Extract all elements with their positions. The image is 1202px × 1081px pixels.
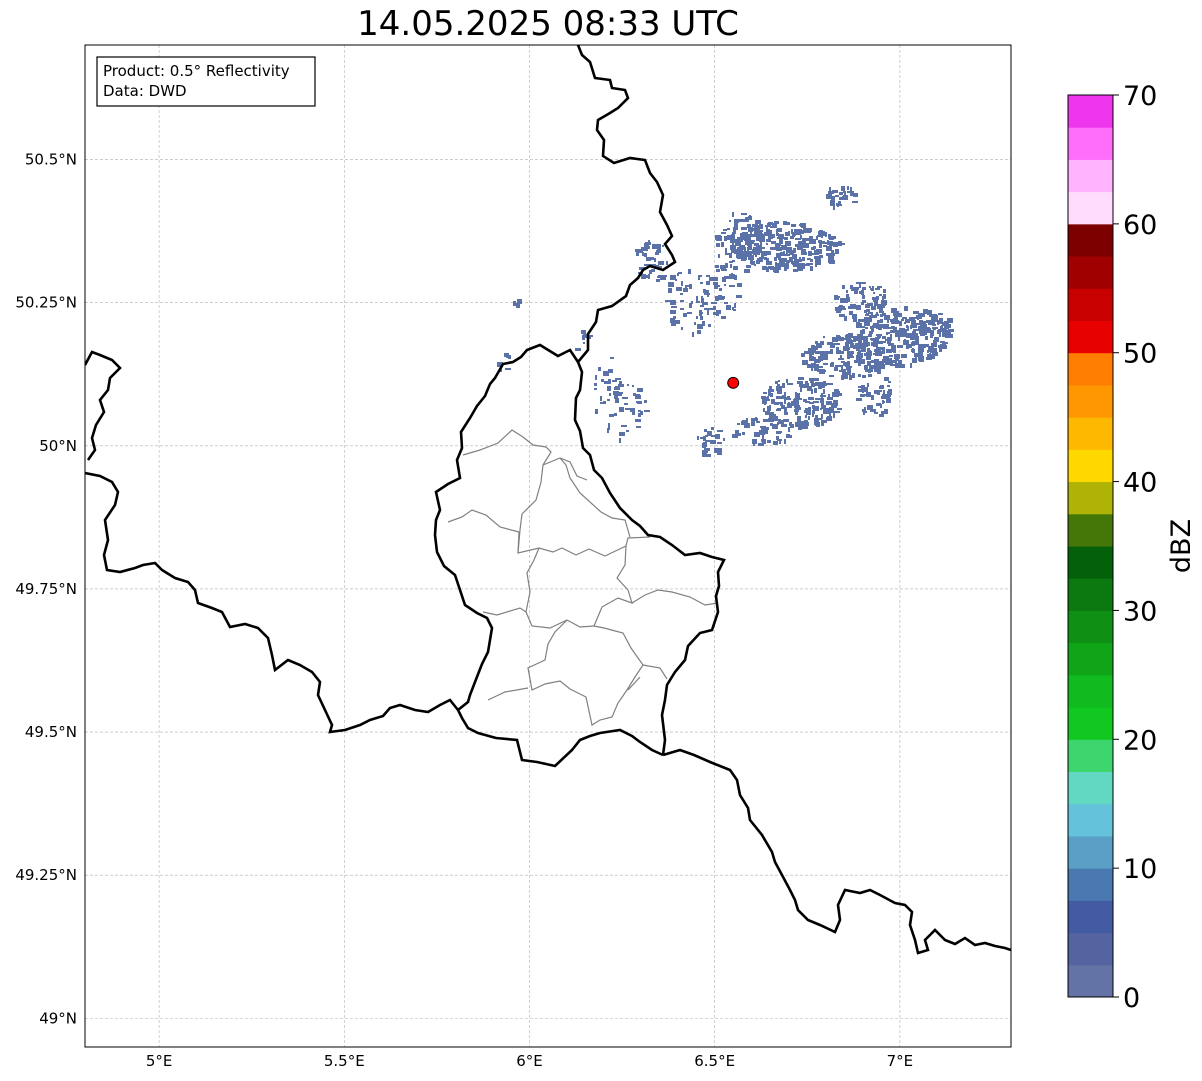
colorbar-segment xyxy=(1068,223,1113,257)
lon-tick-label: 5.5°E xyxy=(324,1052,365,1070)
admin-border-luxembourg-north xyxy=(462,429,552,554)
colorbar-frame xyxy=(1067,94,1114,998)
colorbar-segment xyxy=(1068,739,1113,772)
colorbar-segment xyxy=(1068,932,1113,966)
lon-tick-label: 7°E xyxy=(887,1052,914,1070)
colorbar-segment xyxy=(1068,449,1113,483)
colorbar-tick-label: 10 xyxy=(1123,854,1157,885)
longitude-tick-labels: 5°E 5.5°E 6°E 6.5°E 7°E xyxy=(146,1052,913,1070)
colorbar-tick-label: 0 xyxy=(1123,983,1140,1014)
lat-tick-label: 50.5°N xyxy=(25,151,77,169)
lat-tick-label: 50.25°N xyxy=(15,294,77,312)
map-frame xyxy=(84,44,1012,1048)
colorbar-tick-label: 70 xyxy=(1123,81,1157,112)
borders xyxy=(85,45,1011,955)
colorbar-segment xyxy=(1068,288,1113,321)
lon-tick-label: 6.5°E xyxy=(694,1052,735,1070)
colorbar-tick-label: 50 xyxy=(1123,339,1157,370)
gridlines xyxy=(85,45,1011,1047)
colorbar-segment xyxy=(1068,835,1113,869)
latitude-tick-labels: 50.5°N 50.25°N 50°N 49.75°N 49.5°N 49.25°N 49°… xyxy=(15,151,77,1028)
colorbar-segment xyxy=(1068,191,1113,225)
info-source: Data: DWD xyxy=(103,82,187,100)
lon-tick-label: 5°E xyxy=(146,1052,173,1070)
colorbar-ticks: 0 10 20 30 40 50 60 70 xyxy=(1113,81,1157,1014)
colorbar-segment xyxy=(1068,610,1113,644)
info-product: Product: 0.5° Reflectivity xyxy=(103,62,290,80)
admin-border-luxembourg-south xyxy=(482,607,644,726)
colorbar-segment xyxy=(1068,771,1113,805)
colorbar-segment xyxy=(1068,513,1113,547)
colorbar-segment xyxy=(1068,642,1113,676)
radar-echoes xyxy=(497,186,954,457)
lon-tick-label: 6°E xyxy=(516,1052,543,1070)
colorbar-segment xyxy=(1068,320,1113,354)
colorbar-segment xyxy=(1068,352,1113,386)
colorbar-segment xyxy=(1068,417,1113,450)
admin-border-luxembourg-mid xyxy=(542,457,588,481)
colorbar-segment xyxy=(1068,803,1113,837)
lat-tick-label: 49.25°N xyxy=(15,866,77,884)
admin-border-luxembourg-east xyxy=(525,545,633,629)
colorbar-segment xyxy=(1068,546,1113,579)
admin-border-luxembourg-center xyxy=(559,457,631,538)
colorbar-segments xyxy=(1068,95,1113,998)
colorbar-segment xyxy=(1068,256,1113,289)
colorbar-tick-label: 60 xyxy=(1123,210,1157,241)
colorbar-segment xyxy=(1068,481,1113,515)
colorbar-tick-label: 40 xyxy=(1123,468,1157,499)
border-belgium-france xyxy=(85,471,460,734)
colorbar-segment xyxy=(1068,127,1113,160)
colorbar: 0 10 20 30 40 50 60 70 dBZ xyxy=(1067,81,1197,1014)
colorbar-label: dBZ xyxy=(1166,519,1197,573)
info-box-frame xyxy=(96,56,316,107)
border-luxembourg-west xyxy=(433,343,664,768)
admin-border-luxembourg-west xyxy=(447,509,651,557)
colorbar-segment xyxy=(1068,674,1113,708)
colorbar-tick-label: 30 xyxy=(1123,596,1157,627)
colorbar-segment xyxy=(1068,964,1113,998)
colorbar-segment xyxy=(1068,868,1113,901)
border-west-coast-segment xyxy=(85,350,122,461)
lat-tick-label: 50°N xyxy=(39,437,77,455)
colorbar-segment xyxy=(1068,707,1113,740)
lat-tick-label: 49.5°N xyxy=(25,723,77,741)
info-box: Product: 0.5° Reflectivity Data: DWD xyxy=(96,56,316,107)
radar-site-marker xyxy=(727,376,740,389)
map-background xyxy=(85,45,1011,1047)
chart-title: 14.05.2025 08:33 UTC xyxy=(357,4,739,44)
colorbar-tick-label: 20 xyxy=(1123,725,1157,756)
colorbar-segment xyxy=(1068,384,1113,418)
border-belgium-germany-north xyxy=(573,45,726,756)
colorbar-segment xyxy=(1068,95,1113,128)
admin-border-luxembourg-southeast xyxy=(487,589,719,701)
colorbar-segment xyxy=(1068,900,1113,934)
lat-tick-label: 49°N xyxy=(39,1009,77,1027)
lat-tick-label: 49.75°N xyxy=(15,580,77,598)
colorbar-segment xyxy=(1068,159,1113,193)
echo-speckle xyxy=(497,186,954,457)
colorbar-segment xyxy=(1068,578,1113,611)
border-france-germany-south xyxy=(662,748,1011,955)
